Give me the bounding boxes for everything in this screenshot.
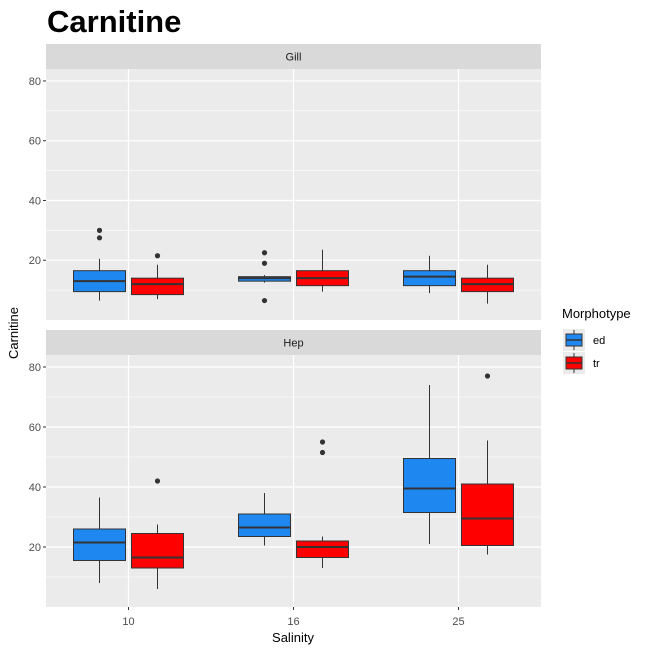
- y-tick-label: 80: [29, 76, 41, 88]
- box-ed-16: [238, 250, 291, 304]
- facet-strip-label: Gill: [286, 52, 302, 64]
- box-tr-25: [461, 264, 514, 304]
- box-body: [296, 540, 349, 558]
- outlier-point: [154, 478, 161, 484]
- outlier-point: [319, 449, 326, 456]
- outlier-point: [96, 235, 103, 241]
- y-tick-label: 60: [29, 136, 41, 148]
- x-tick-label: 16: [287, 616, 299, 628]
- panel-gill: Gill 20 40 60 80: [29, 44, 541, 320]
- outlier-point: [261, 297, 268, 304]
- outlier-point: [96, 227, 103, 233]
- y-tick-label: 20: [29, 255, 41, 267]
- box-body: [461, 483, 514, 546]
- x-tick-label: 10: [122, 616, 134, 628]
- legend: Morphotype ed tr: [562, 306, 631, 374]
- box-body: [403, 458, 456, 513]
- outlier-point: [319, 439, 326, 445]
- facet-strip-label: Hep: [283, 338, 303, 350]
- y-tick-label: 80: [29, 362, 41, 374]
- box-ed-10: [73, 227, 126, 301]
- box-tr-10: [131, 478, 184, 589]
- legend-title: Morphotype: [562, 306, 631, 321]
- outlier-point: [484, 373, 491, 379]
- box-body: [403, 270, 456, 287]
- y-axis-title: Carnitine: [6, 307, 21, 359]
- box-ed-10: [73, 497, 126, 583]
- legend-item-ed: ed: [563, 329, 605, 351]
- panel-hep: Hep 20 40 60 80 10 16 25: [29, 330, 541, 628]
- facet-strip: [46, 330, 541, 355]
- legend-label: ed: [593, 335, 605, 347]
- box-ed-25: [403, 255, 456, 294]
- box-tr-25: [461, 373, 514, 555]
- box-ed-25: [403, 385, 456, 544]
- outlier-point: [261, 250, 268, 256]
- box-tr-16: [296, 249, 349, 292]
- facet-panels: Gill 20 40 60 80 Hep 20 40 60 80 10 16 25: [29, 44, 541, 628]
- outlier-point: [261, 260, 268, 266]
- box-body: [131, 533, 184, 569]
- facet-strip: [46, 44, 541, 69]
- y-tick-label: 40: [29, 195, 41, 207]
- legend-item-tr: tr: [563, 352, 600, 374]
- y-tick-label: 60: [29, 422, 41, 434]
- y-tick-label: 40: [29, 482, 41, 494]
- x-axis-title: Salinity: [272, 630, 314, 645]
- x-tick-label: 25: [452, 616, 464, 628]
- box-tr-16: [296, 439, 349, 568]
- y-tick-label: 20: [29, 542, 41, 554]
- chart-title: Carnitine: [47, 4, 181, 39]
- box-body: [73, 528, 126, 561]
- outlier-point: [154, 253, 161, 259]
- box-body: [238, 513, 291, 537]
- legend-label: tr: [593, 358, 600, 370]
- box-ed-16: [238, 493, 291, 546]
- box-tr-10: [131, 253, 184, 300]
- box-body: [131, 277, 184, 296]
